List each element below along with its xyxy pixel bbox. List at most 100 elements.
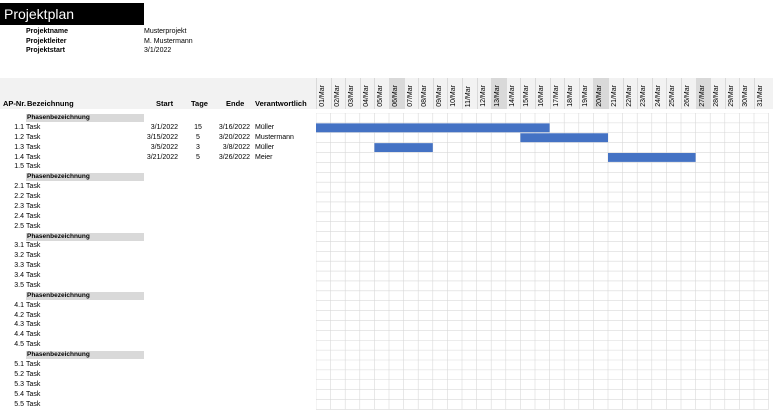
task-nr[interactable]: 2.5 [14, 222, 24, 230]
gantt-bar[interactable] [316, 123, 550, 133]
task-verantwortlich[interactable]: Müller [255, 123, 275, 131]
day-header-27: 27/Mar [695, 78, 711, 109]
task-nr[interactable]: 3.2 [14, 252, 24, 260]
task-ende[interactable]: 3/20/2022 [218, 133, 250, 141]
task-nr[interactable]: 1.3 [14, 143, 24, 151]
header-ende: Ende [226, 99, 245, 108]
task-name[interactable]: Task [26, 341, 41, 349]
task-ende[interactable]: 3/26/2022 [218, 153, 250, 161]
meta-value-projektname[interactable]: Musterprojekt [144, 28, 187, 35]
task-start[interactable]: 3/15/2022 [146, 133, 178, 141]
task-nr[interactable]: 4.1 [14, 301, 24, 309]
task-tage[interactable]: 5 [196, 153, 200, 161]
day-label: 06/Mar [392, 85, 399, 107]
gantt-bar[interactable] [520, 133, 608, 143]
task-name[interactable]: Task [26, 123, 41, 131]
gantt-bar[interactable] [374, 143, 433, 153]
meta-label-projektstart: Projektstart [26, 47, 65, 54]
day-header-6: 06/Mar [389, 78, 404, 109]
task-tage[interactable]: 5 [196, 133, 200, 141]
meta-value-projektleiter[interactable]: M. Mustermann [144, 38, 193, 45]
task-nr[interactable]: 5.4 [14, 390, 24, 398]
task-ende[interactable]: 3/16/2022 [218, 123, 250, 131]
task-name[interactable]: Task [26, 370, 41, 378]
task-start[interactable]: 3/5/2022 [150, 143, 178, 151]
day-label: 22/Mar [625, 85, 633, 107]
day-label: 13/Mar [494, 85, 502, 107]
phase-header[interactable]: Phasenbezeichnung [26, 291, 144, 300]
day-header-18: 18/Mar [564, 78, 579, 109]
task-nr[interactable]: 3.4 [14, 272, 24, 280]
task-name[interactable]: Task [26, 202, 41, 210]
task-nr[interactable]: 4.5 [14, 341, 24, 349]
task-name[interactable]: Task [26, 262, 41, 270]
task-name[interactable]: Task [26, 252, 41, 260]
task-name[interactable]: Task [26, 183, 41, 191]
task-name[interactable]: Task [26, 143, 41, 151]
task-nr[interactable]: 3.3 [14, 262, 24, 270]
task-nr[interactable]: 5.2 [14, 370, 24, 378]
task-name[interactable]: Task [26, 361, 41, 368]
task-name[interactable]: Task [26, 193, 41, 201]
page-title: Projektplan [0, 3, 144, 25]
day-label: 08/Mar [421, 85, 429, 107]
task-verantwortlich[interactable]: Müller [255, 143, 275, 151]
task-name[interactable]: Task [26, 390, 41, 398]
task-tage[interactable]: 3 [196, 143, 200, 151]
task-nr[interactable]: 2.3 [14, 202, 24, 210]
task-nr[interactable]: 3.5 [14, 281, 24, 289]
task-name[interactable]: Task [26, 281, 41, 289]
task-nr[interactable]: 4.3 [14, 321, 24, 329]
task-nr[interactable]: 1.2 [14, 133, 24, 141]
task-name[interactable]: Task [26, 380, 41, 388]
gantt-bar[interactable] [608, 153, 696, 162]
meta-value-projektstart[interactable]: 3/1/2022 [144, 47, 172, 54]
day-label: 28/Mar [713, 85, 721, 107]
task-name[interactable]: Task [26, 400, 41, 408]
day-header-11: 11/Mar [462, 78, 477, 109]
task-name[interactable]: Task [26, 133, 41, 141]
task-name[interactable]: Task [26, 222, 41, 230]
task-nr[interactable]: 4.4 [14, 331, 24, 339]
day-label: 04/Mar [362, 85, 370, 107]
task-name[interactable]: Task [26, 331, 41, 339]
task-name[interactable]: Task [26, 301, 41, 309]
task-name[interactable]: Task [26, 311, 41, 319]
task-nr[interactable]: 3.1 [14, 242, 24, 250]
task-nr[interactable]: 5.1 [14, 361, 24, 368]
task-name[interactable]: Task [26, 321, 41, 329]
task-nr[interactable]: 5.3 [14, 380, 24, 388]
header-start: Start [156, 99, 174, 108]
task-verantwortlich[interactable]: Meier [255, 153, 273, 161]
phase-header[interactable]: Phasenbezeichnung [26, 351, 144, 360]
task-tage[interactable]: 15 [194, 123, 202, 131]
day-header-25: 25/Mar [666, 78, 681, 109]
phase-header[interactable]: Phasenbezeichnung [26, 173, 144, 182]
task-nr[interactable]: 1.1 [14, 123, 24, 131]
task-name[interactable]: Task [26, 163, 41, 171]
day-header-28: 28/Mar [710, 78, 725, 109]
day-label: 30/Mar [742, 85, 750, 107]
day-label: 17/Mar [552, 85, 560, 107]
day-label: 29/Mar [727, 85, 735, 107]
day-label: 24/Mar [654, 85, 662, 107]
task-ende[interactable]: 3/8/2022 [222, 143, 250, 151]
task-name[interactable]: Task [26, 212, 41, 220]
task-start[interactable]: 3/21/2022 [146, 153, 178, 161]
task-nr[interactable]: 5.5 [14, 400, 24, 408]
task-name[interactable]: Task [26, 272, 41, 280]
day-header-19: 19/Mar [578, 78, 594, 109]
task-nr[interactable]: 2.1 [14, 183, 24, 191]
task-name[interactable]: Task [26, 153, 41, 161]
task-nr[interactable]: 4.2 [14, 311, 24, 319]
task-nr[interactable]: 1.4 [14, 153, 24, 161]
day-header-16: 16/Mar [535, 78, 550, 109]
phase-header[interactable]: Phasenbezeichnung [26, 232, 144, 241]
phase-header[interactable]: Phasenbezeichnung [26, 114, 144, 122]
task-nr[interactable]: 2.2 [14, 193, 24, 201]
task-name[interactable]: Task [26, 242, 41, 250]
task-nr[interactable]: 2.4 [14, 212, 24, 220]
task-verantwortlich[interactable]: Mustermann [255, 133, 294, 141]
task-nr[interactable]: 1.5 [14, 163, 24, 171]
task-start[interactable]: 3/1/2022 [150, 123, 178, 131]
